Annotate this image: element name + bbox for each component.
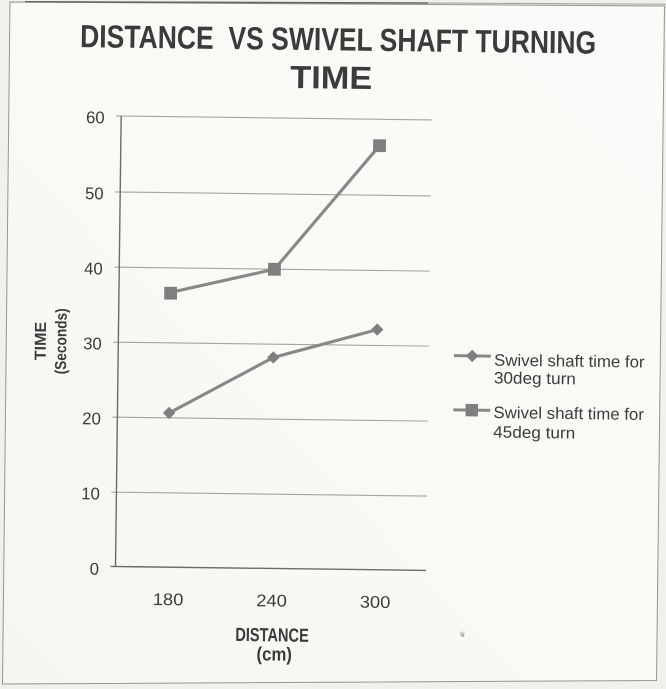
svg-text:30: 30 — [83, 334, 102, 353]
svg-text:Swivel shaft time for: Swivel shaft time for — [493, 404, 644, 424]
svg-text:Swivel shaft time for: Swivel shaft time for — [494, 352, 645, 372]
svg-text:30deg turn: 30deg turn — [494, 369, 576, 388]
svg-text:TIME: TIME — [33, 321, 50, 360]
svg-text:60: 60 — [86, 108, 105, 127]
svg-text:50: 50 — [85, 184, 104, 203]
svg-text:DISTANCE VS SWIVEL SHAFT TURN: DISTANCE VS SWIVEL SHAFT TURNING — [80, 18, 596, 60]
svg-text:DISTANCE: DISTANCE — [235, 625, 309, 647]
svg-text:45deg turn: 45deg turn — [493, 424, 575, 443]
svg-text:240: 240 — [256, 591, 287, 610]
svg-text:TIME: TIME — [290, 59, 372, 96]
svg-text:(cm): (cm) — [256, 644, 292, 665]
svg-text:20: 20 — [82, 409, 101, 428]
svg-text:300: 300 — [360, 593, 391, 612]
svg-text:(Seconds): (Seconds) — [53, 308, 71, 374]
svg-text:0: 0 — [90, 560, 100, 579]
svg-text:180: 180 — [153, 590, 184, 609]
svg-text:40: 40 — [84, 259, 103, 278]
svg-text:10: 10 — [81, 484, 100, 503]
